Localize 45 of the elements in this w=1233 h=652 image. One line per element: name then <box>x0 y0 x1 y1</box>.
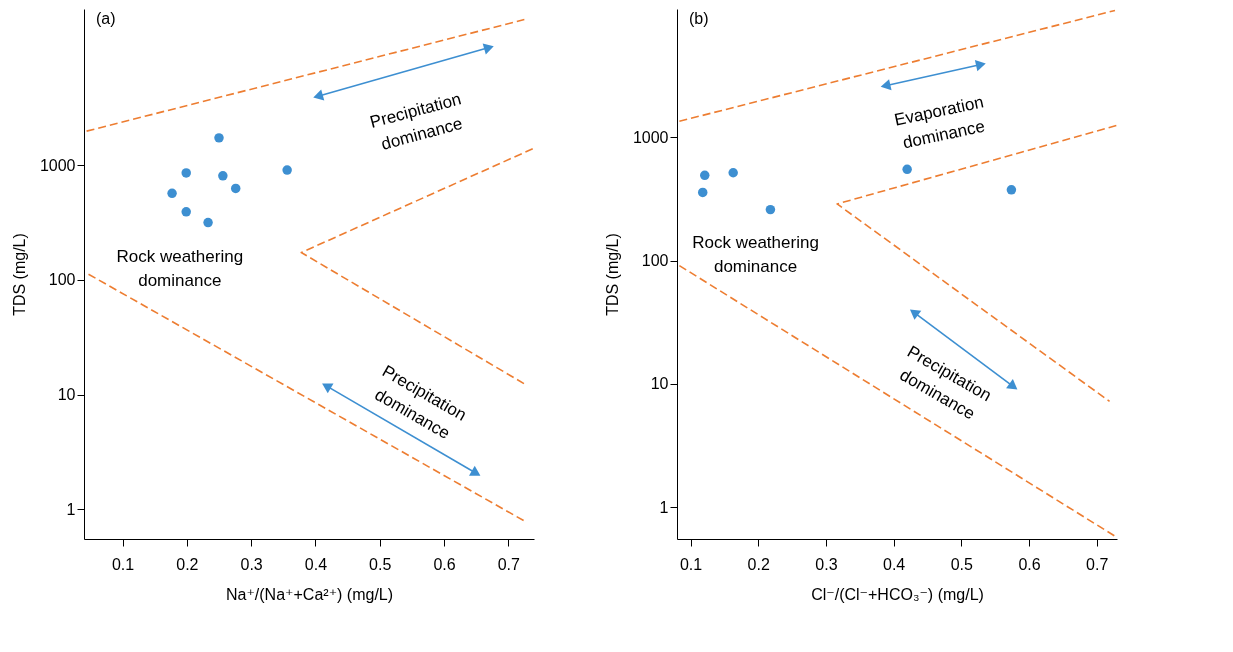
annotation: Rock weathering dominance <box>116 246 244 290</box>
x-tick-label: 0.4 <box>304 555 328 573</box>
y-axis-title: TDS (mg/L) <box>603 233 621 316</box>
point <box>230 183 241 194</box>
y-axis-title: TDS (mg/L) <box>10 233 28 316</box>
x-tick-label: 0.1 <box>111 555 135 573</box>
x-tick-label: 0.3 <box>815 555 838 573</box>
point <box>765 204 776 215</box>
x-tick-label: 0.7 <box>497 555 520 573</box>
annotation: (b) <box>689 10 709 27</box>
point <box>167 188 177 199</box>
x-tick-label: 0.1 <box>679 555 703 573</box>
point <box>181 207 191 217</box>
point <box>203 217 213 228</box>
point <box>282 165 292 175</box>
x-tick-label: 0.6 <box>433 555 456 573</box>
point <box>902 164 912 175</box>
annotation: Evaporation dominance <box>892 92 987 153</box>
annotation: Rock weathering dominance <box>692 233 819 277</box>
annotation: (a) <box>96 10 116 27</box>
x-tick-label: 0.2 <box>176 555 199 573</box>
x-tick-label: 0.4 <box>882 555 906 573</box>
x-axis-title: Cl⁻/(Cl⁻+HCO₃⁻) (mg/L) <box>811 585 984 603</box>
x-tick-label: 0.5 <box>369 555 392 573</box>
x-tick-label: 0.5 <box>950 555 974 573</box>
point <box>214 133 224 143</box>
x-tick-label: 0.7 <box>1086 555 1109 573</box>
point <box>181 168 191 178</box>
point <box>728 168 738 178</box>
point <box>1006 185 1017 195</box>
point <box>700 170 710 181</box>
y-tick-label: 10 <box>650 375 669 393</box>
x-tick-label: 0.6 <box>1018 555 1041 573</box>
x-tick-label: 0.3 <box>240 555 263 573</box>
point <box>697 187 708 198</box>
x-axis-title: Na⁺/(Na⁺+Ca²⁺) (mg/L) <box>225 585 394 603</box>
y-tick-label: 100 <box>641 252 669 270</box>
y-tick-label: 1000 <box>632 128 669 146</box>
y-tick-label: 10 <box>57 386 76 404</box>
y-tick-label: 1000 <box>39 156 76 174</box>
y-tick-label: 1 <box>66 500 76 518</box>
y-tick-label: 100 <box>48 271 76 289</box>
point <box>218 171 228 181</box>
y-tick-label: 1 <box>659 498 669 516</box>
x-tick-label: 0.2 <box>747 555 770 573</box>
